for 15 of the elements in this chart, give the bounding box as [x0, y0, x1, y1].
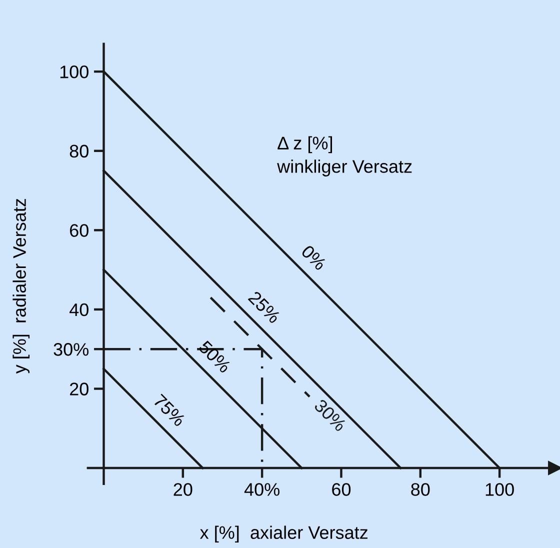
annotation: 0%: [300, 244, 328, 271]
y-tick-label: 100: [60, 66, 88, 78]
x-tick-label: 100: [486, 483, 514, 496]
y-tick-label: 30%: [54, 343, 89, 356]
y-tick-label: 60: [70, 224, 88, 237]
x-axis-title: x [%] axialer Versatz: [200, 526, 368, 543]
x-tick-label: 20: [174, 483, 192, 496]
annotation: Δ z [%] winkliger Versatz: [277, 136, 412, 176]
y-tick-label: 20: [70, 382, 88, 396]
x-tick-label: 60: [332, 483, 351, 496]
x-tick-label: 80: [411, 483, 430, 496]
y-tick-label: 40: [70, 303, 88, 316]
x-tick-label: 40%: [244, 483, 280, 496]
y-axis-title: y [%] radialer Versatz: [12, 198, 30, 374]
y-tick-label: 80: [70, 144, 88, 158]
